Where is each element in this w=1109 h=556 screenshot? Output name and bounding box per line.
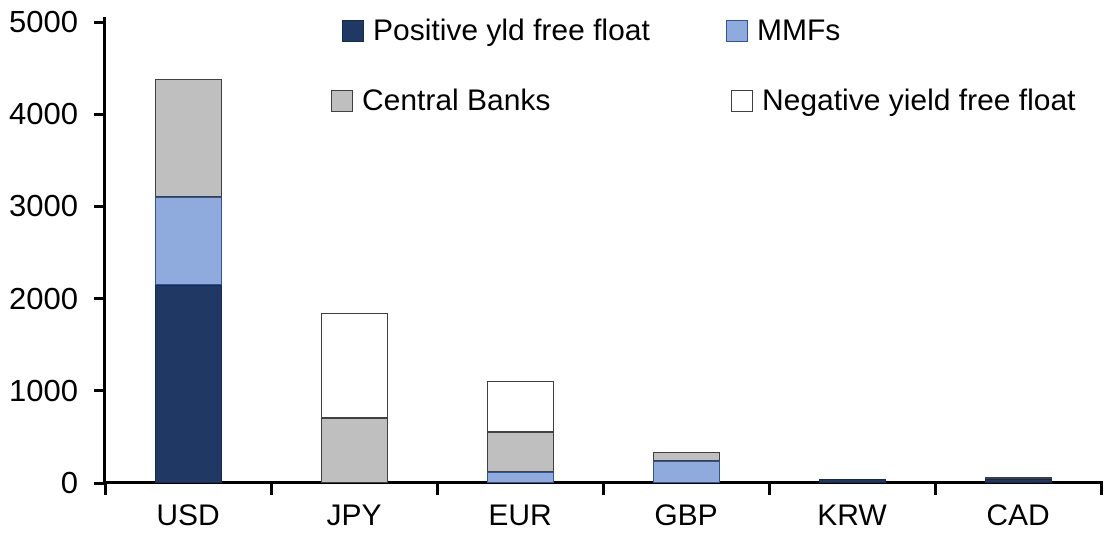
bar-segment-usd-positive-yld-free-float <box>154 284 222 483</box>
x-category-label-gbp: GBP <box>654 499 718 532</box>
legend-label: Positive yld free float <box>373 14 650 47</box>
legend-item-negative-yield-free-float: Negative yield free float <box>731 86 1076 116</box>
y-axis-tick <box>94 204 105 208</box>
bar-segment-cad-positive-yld-free-float <box>984 479 1052 483</box>
bar-segment-krw-positive-yld-free-float <box>818 478 886 483</box>
x-category-label-eur: EUR <box>488 499 552 532</box>
y-tick-label: 0 <box>60 465 78 500</box>
legend-label: Central Banks <box>362 84 551 117</box>
x-axis-tick <box>767 483 771 495</box>
y-axis-tick <box>94 481 105 485</box>
legend-swatch-central-banks-icon <box>331 90 353 112</box>
x-axis-tick <box>435 483 439 495</box>
x-axis-tick <box>269 483 273 495</box>
bar-segment-eur-central-banks <box>486 432 554 472</box>
y-tick-label: 1000 <box>9 372 78 408</box>
x-category-label-krw: KRW <box>817 499 887 532</box>
bar-segment-gbp-mmfs <box>652 460 720 483</box>
bar-segment-eur-negative-yield-free-float <box>486 380 554 433</box>
bar-segment-jpy-central-banks <box>320 418 388 483</box>
legend-label: MMFs <box>757 14 841 47</box>
y-tick-label: 4000 <box>9 96 78 132</box>
x-axis-tick <box>601 483 605 495</box>
y-tick-label: 2000 <box>9 280 78 316</box>
x-axis-tick <box>933 483 937 495</box>
x-axis-tick <box>103 483 107 495</box>
x-axis-tick <box>1099 483 1103 495</box>
x-category-label-cad: CAD <box>986 499 1050 532</box>
y-axis-tick <box>94 389 105 393</box>
bar-segment-cad-central-banks <box>984 477 1052 480</box>
legend-item-central-banks: Central Banks <box>331 86 550 116</box>
legend-swatch-mmfs-icon <box>726 20 748 42</box>
bar-segment-jpy-negative-yield-free-float <box>320 313 388 419</box>
y-axis-tick <box>94 297 105 301</box>
y-axis-tick <box>94 20 105 24</box>
y-tick-label: 3000 <box>9 188 78 224</box>
bar-segment-usd-mmfs <box>154 197 222 285</box>
legend-label: Negative yield free float <box>762 84 1076 117</box>
bar-segment-gbp-central-banks <box>652 451 720 461</box>
x-category-label-jpy: JPY <box>326 499 382 532</box>
legend-item-mmfs: MMFs <box>726 16 840 46</box>
y-tick-label: 5000 <box>9 4 78 39</box>
bar-segment-usd-central-banks <box>154 79 222 198</box>
legend-swatch-positive-yld-free-float-icon <box>342 20 364 42</box>
legend-swatch-negative-yield-free-float-icon <box>731 90 753 112</box>
legend-item-positive-yld-free-float: Positive yld free float <box>342 16 650 46</box>
bar-segment-eur-mmfs <box>486 471 554 483</box>
y-axis-tick <box>94 112 105 116</box>
y-axis-line <box>103 17 106 484</box>
x-axis-line <box>103 481 1103 484</box>
x-category-label-usd: USD <box>156 499 220 532</box>
